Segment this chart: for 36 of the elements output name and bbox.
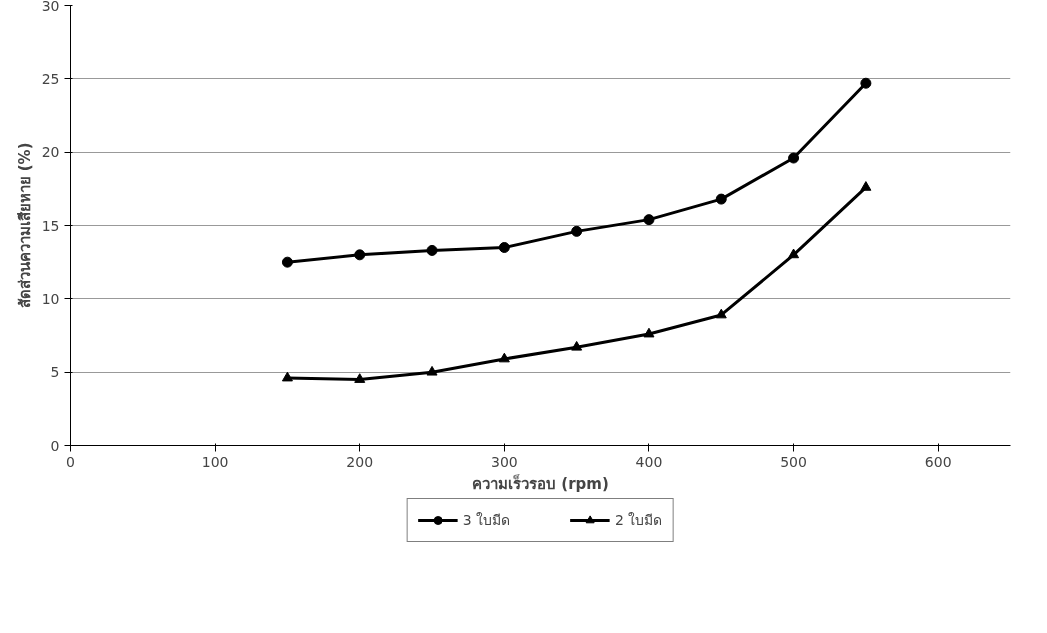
point — [571, 340, 583, 351]
x-tick-label: 0 — [66, 453, 75, 470]
point — [281, 256, 293, 268]
y-tick-label: 15 — [41, 217, 60, 234]
point — [643, 214, 655, 226]
x-tick-label: 400 — [635, 453, 663, 470]
y-tick-label: 30 — [41, 0, 60, 14]
legend-label: 3 ใบมีด — [462, 511, 510, 530]
x-tick-label: 300 — [490, 453, 518, 470]
point — [788, 152, 800, 164]
x-axis-title: ความเร็วรอบ (rpm) — [472, 473, 609, 493]
point — [860, 77, 872, 89]
point — [281, 371, 293, 382]
y-tick-label: 0 — [50, 437, 60, 454]
point — [643, 327, 655, 338]
point — [354, 249, 366, 261]
point — [788, 248, 800, 259]
y-axis-title: สัดส่วนความเสียหาย (%) — [15, 142, 34, 309]
point — [715, 308, 727, 319]
point — [571, 225, 583, 237]
y-tick-label: 25 — [41, 70, 60, 87]
x-tick-label: 100 — [201, 453, 229, 470]
y-tick-label: 5 — [50, 364, 60, 381]
y-tick-label: 20 — [41, 144, 60, 161]
point — [426, 365, 438, 376]
y-tick-label: 10 — [41, 290, 60, 307]
x-tick-label: 500 — [780, 453, 807, 470]
point — [498, 352, 510, 363]
point — [498, 242, 510, 253]
x-tick-label: 200 — [346, 453, 374, 470]
point — [860, 181, 872, 191]
point — [715, 193, 727, 205]
point — [426, 244, 438, 256]
x-tick-label: 600 — [924, 453, 952, 470]
legend-label: 2 ใบมีด — [615, 511, 663, 530]
point — [354, 373, 366, 383]
